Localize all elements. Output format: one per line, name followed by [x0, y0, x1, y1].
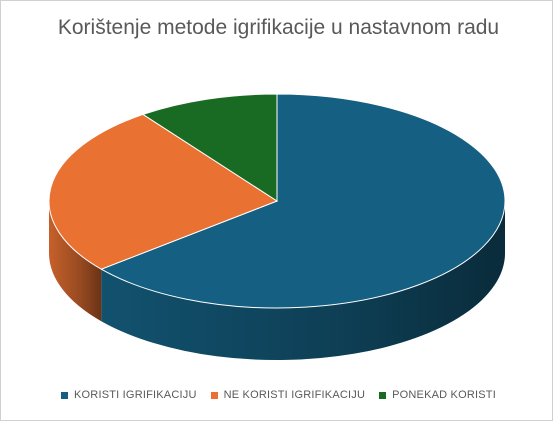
legend-item: NE KORISTI IGRIFIKACIJU: [210, 389, 366, 401]
chart-title: Korištenje metode igrifikacije u nastavn…: [57, 16, 500, 39]
pie-side-0: [101, 201, 505, 361]
legend-label: PONEKAD KORISTI: [392, 389, 496, 401]
legend-swatch: [379, 391, 387, 399]
pie-slice-ponekad-koristi: [141, 93, 278, 202]
legend-label: KORISTI IGRIFIKACIJU: [74, 389, 197, 401]
legend-item: PONEKAD KORISTI: [379, 389, 496, 401]
pie-tops: [48, 93, 506, 309]
pie-side-1: [49, 201, 102, 322]
legend-swatch: [61, 391, 69, 399]
legend-item: KORISTI IGRIFIKACIJU: [61, 389, 197, 401]
legend-label: NE KORISTI IGRIFIKACIJU: [223, 389, 366, 401]
legend-swatch: [210, 391, 218, 399]
pie-slice-ne-koristi-igrifikaciju: [48, 113, 279, 270]
pie-slice-koristi-igrifikaciju: [100, 93, 506, 309]
legend: KORISTI IGRIFIKACIJU NE KORISTI IGRIFIKAC…: [1, 389, 555, 401]
pie-sides: [49, 201, 505, 361]
